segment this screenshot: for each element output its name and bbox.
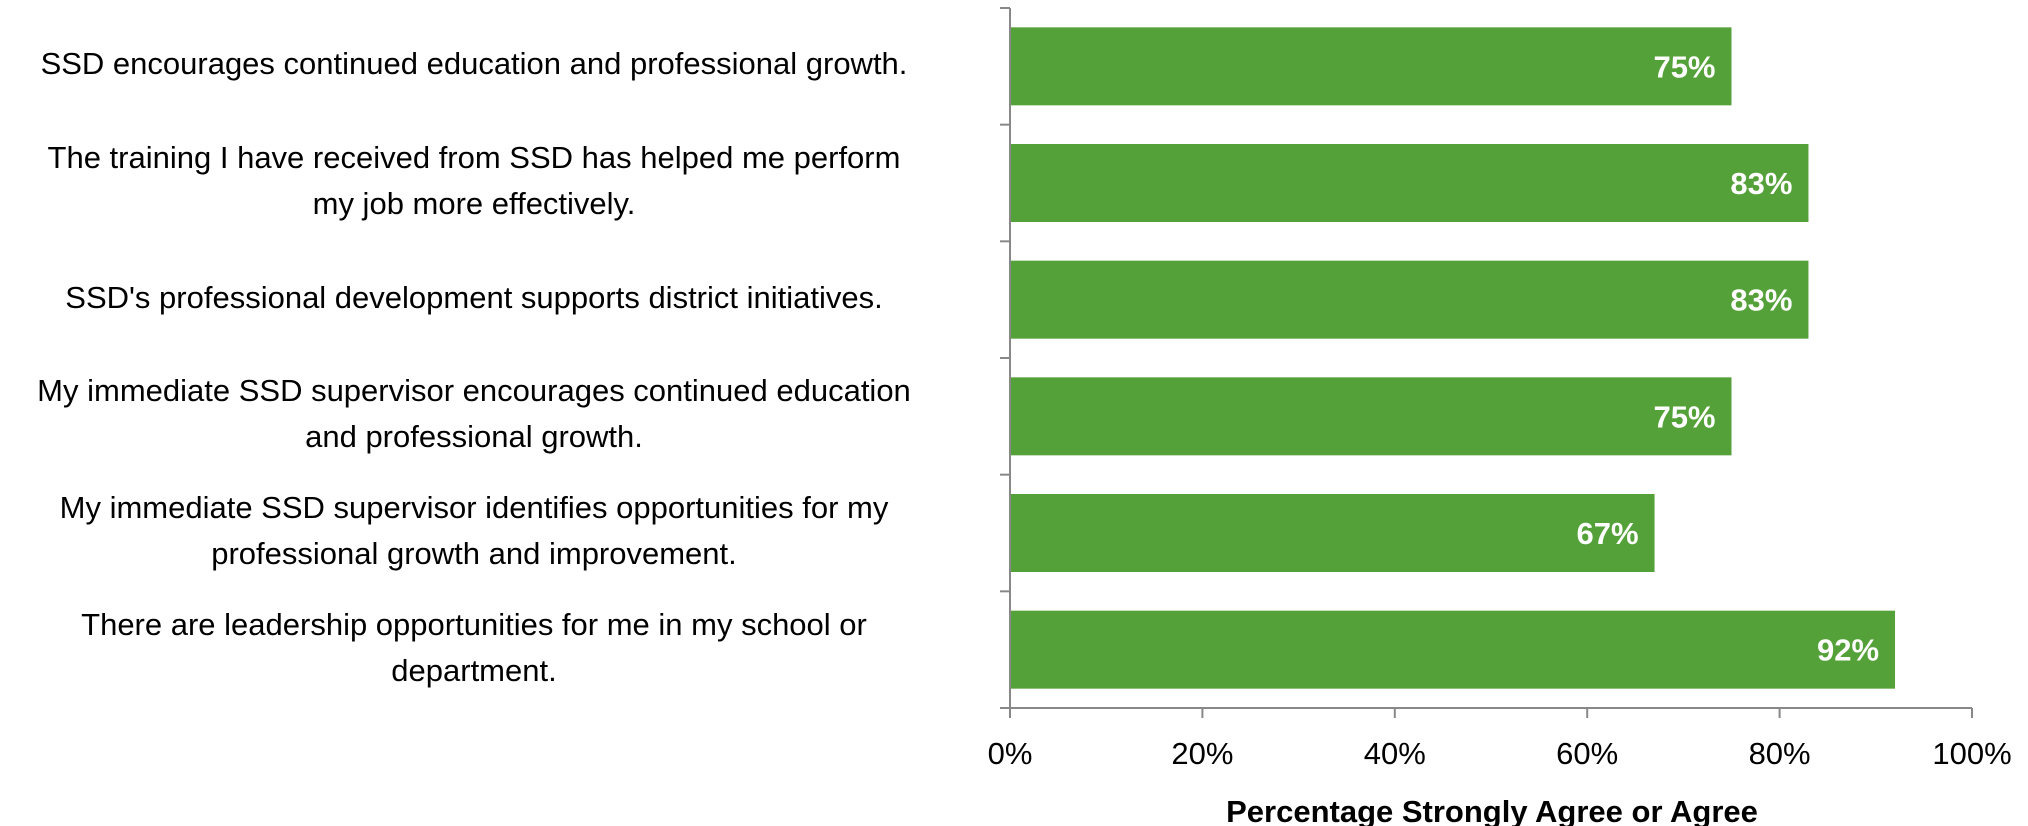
bar-value-label: 92% [1817,633,1879,668]
x-axis-label: Percentage Strongly Agree or Agree [1226,794,1758,826]
category-label-line: my job more effectively. [312,186,636,221]
bar [1010,610,1896,689]
category-label-line: There are leadership opportunities for m… [81,606,867,642]
bar [1010,27,1732,106]
category-label-line: SSD's professional development supports … [65,279,883,315]
category-label: My immediate SSD supervisor encourages c… [0,368,974,460]
x-tick-labels-group: 0% 20% 40% 60% 80% 100% [988,736,2012,771]
bar [1010,494,1655,572]
category-label: The training I have received from SSD ha… [0,135,974,227]
bar-value-label: 83% [1730,166,1792,201]
x-tick-label: 40% [1364,736,1426,771]
x-tick-label: 80% [1749,736,1811,771]
category-label-line: My immediate SSD supervisor identifies o… [59,490,889,525]
bar-value-label: 75% [1653,399,1715,434]
bar [1010,377,1732,456]
axes-group [1000,7,1973,718]
category-label: There are leadership opportunities for m… [0,602,974,694]
category-label-line: professional growth and improvement. [211,536,737,571]
x-tick-label: 100% [1932,736,2011,771]
x-tick-label: 0% [988,736,1033,771]
x-tick-label: 20% [1171,736,1233,771]
bar-value-label: 83% [1730,283,1792,318]
category-label-line: and professional growth. [305,419,643,455]
bar [1010,260,1809,339]
category-label: My immediate SSD supervisor identifies o… [0,485,974,577]
category-label-line: SSD encourages continued education and p… [40,46,908,82]
data-labels-group: 75% 83% 83% 75% 67% 92% [1576,49,1879,667]
bars-group [1010,27,1896,689]
category-label: SSD's professional development supports … [0,275,974,321]
bar-value-label: 75% [1653,49,1715,84]
bar [1010,144,1809,222]
category-label: SSD encourages continued education and p… [0,41,974,87]
bar-value-label: 67% [1576,516,1638,551]
category-label-line: department. [391,652,557,688]
category-label-line: The training I have received from SSD ha… [47,140,901,175]
category-label-line: My immediate SSD supervisor encourages c… [37,373,911,409]
x-tick-label: 60% [1556,736,1618,771]
